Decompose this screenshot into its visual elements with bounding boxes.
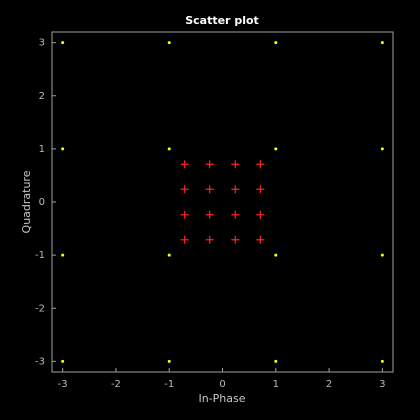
- y-tick-label: 2: [39, 91, 45, 102]
- point: [274, 359, 278, 363]
- x-tick-label: 2: [326, 379, 332, 390]
- point: [61, 147, 65, 151]
- point: [180, 235, 189, 244]
- point: [180, 185, 189, 194]
- point: [256, 235, 265, 244]
- x-tick-label: -2: [111, 379, 121, 390]
- point: [256, 185, 265, 194]
- point: [274, 147, 278, 151]
- point: [380, 359, 384, 363]
- point: [180, 210, 189, 219]
- point: [205, 210, 214, 219]
- point: [231, 210, 240, 219]
- y-tick-label: -2: [35, 303, 45, 314]
- point: [231, 185, 240, 194]
- point: [231, 160, 240, 169]
- plot-frame: [51, 31, 394, 373]
- point: [256, 210, 265, 219]
- point: [167, 253, 171, 257]
- point: [380, 41, 384, 45]
- point: [274, 253, 278, 257]
- point: [231, 235, 240, 244]
- y-axis-label: Quadrature: [20, 170, 33, 233]
- x-tick-label: 1: [273, 379, 279, 390]
- y-tick-label: 3: [39, 38, 45, 49]
- chart-title: Scatter plot: [185, 14, 259, 27]
- point: [167, 147, 171, 151]
- point: [380, 147, 384, 151]
- point: [380, 253, 384, 257]
- point: [205, 235, 214, 244]
- point: [205, 160, 214, 169]
- x-tick-label: 3: [379, 379, 385, 390]
- y-tick-label: -3: [35, 356, 45, 367]
- y-tick-label: 0: [39, 197, 45, 208]
- point: [61, 253, 65, 257]
- y-tick-label: -1: [35, 250, 45, 261]
- point: [274, 41, 278, 45]
- point: [205, 185, 214, 194]
- point: [256, 160, 265, 169]
- point: [180, 160, 189, 169]
- point: [167, 359, 171, 363]
- x-tick-label: 0: [219, 379, 225, 390]
- point: [167, 41, 171, 45]
- y-tick-label: 1: [39, 144, 45, 155]
- x-tick-label: -3: [58, 379, 68, 390]
- point: [61, 41, 65, 45]
- x-axis-label: In-Phase: [198, 392, 245, 405]
- point: [61, 359, 65, 363]
- x-tick-label: -1: [164, 379, 174, 390]
